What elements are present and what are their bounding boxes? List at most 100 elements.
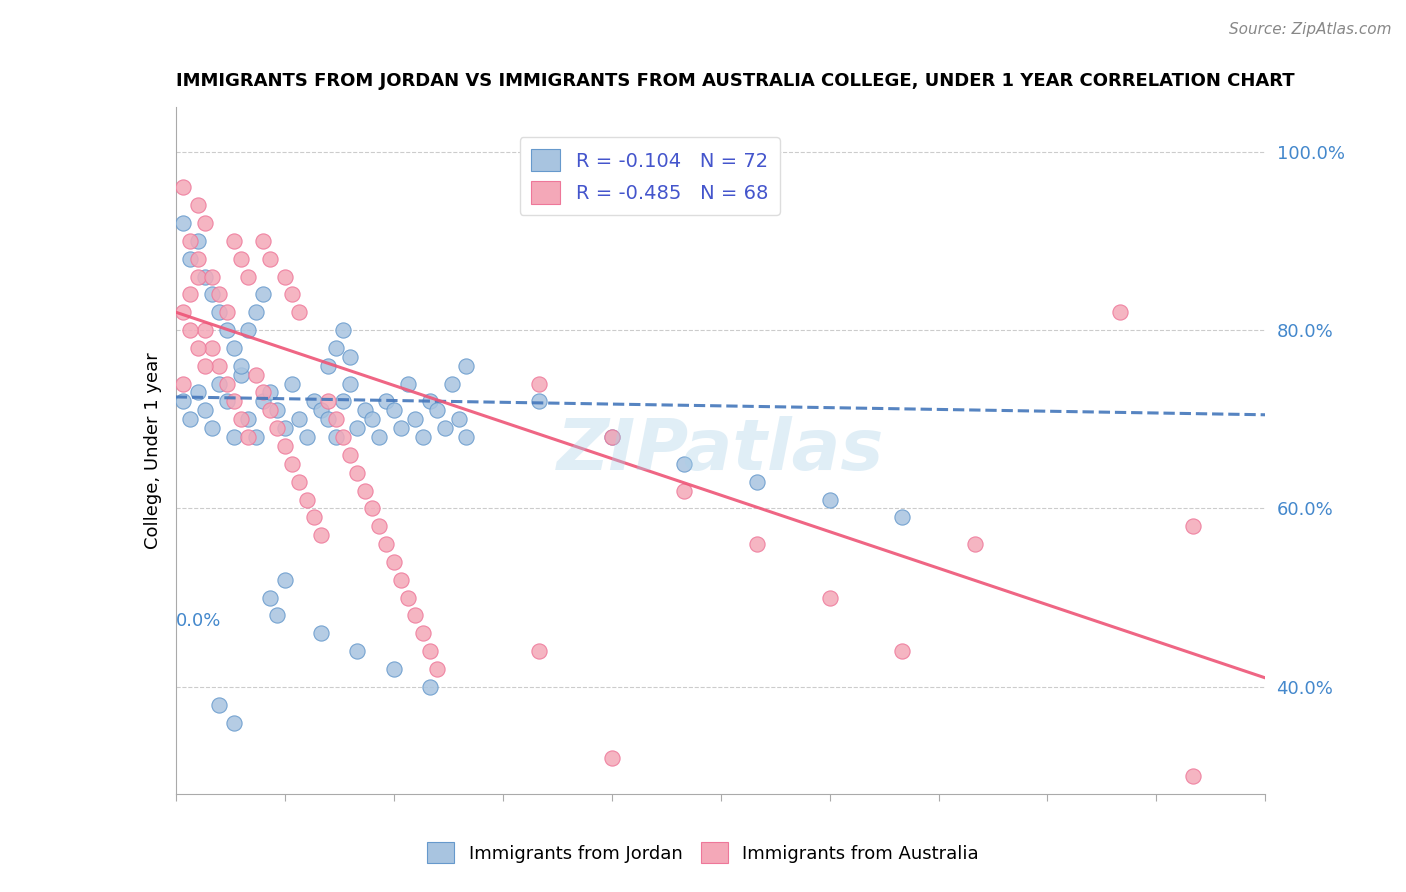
- Point: [891, 644, 914, 658]
- Point: [215, 305, 238, 319]
- Point: [281, 287, 304, 301]
- Point: [382, 403, 405, 417]
- Point: [222, 394, 245, 409]
- Point: [346, 466, 368, 480]
- Point: [274, 269, 297, 284]
- Point: [456, 359, 478, 373]
- Point: [238, 430, 260, 444]
- Point: [375, 537, 398, 551]
- Point: [339, 350, 361, 364]
- Text: IMMIGRANTS FROM JORDAN VS IMMIGRANTS FROM AUSTRALIA COLLEGE, UNDER 1 YEAR CORREL: IMMIGRANTS FROM JORDAN VS IMMIGRANTS FRO…: [176, 72, 1295, 90]
- Point: [208, 698, 231, 712]
- Point: [194, 216, 217, 230]
- Point: [405, 412, 427, 426]
- Point: [186, 198, 209, 212]
- Point: [382, 555, 405, 569]
- Point: [194, 403, 217, 417]
- Point: [274, 573, 297, 587]
- Point: [259, 252, 281, 266]
- Point: [419, 644, 441, 658]
- Point: [368, 519, 391, 533]
- Point: [1181, 769, 1204, 783]
- Point: [274, 439, 297, 453]
- Point: [440, 376, 463, 391]
- Point: [389, 421, 412, 435]
- Point: [179, 234, 201, 248]
- Point: [339, 376, 361, 391]
- Point: [325, 430, 347, 444]
- Point: [346, 421, 368, 435]
- Point: [818, 492, 841, 507]
- Point: [252, 385, 274, 400]
- Point: [389, 573, 412, 587]
- Point: [288, 305, 311, 319]
- Point: [405, 608, 427, 623]
- Point: [375, 394, 398, 409]
- Point: [302, 510, 325, 524]
- Point: [433, 421, 456, 435]
- Point: [600, 430, 623, 444]
- Point: [332, 323, 354, 337]
- Point: [426, 403, 449, 417]
- Point: [288, 475, 311, 489]
- Point: [231, 359, 253, 373]
- Point: [215, 323, 238, 337]
- Point: [172, 394, 194, 409]
- Point: [353, 403, 375, 417]
- Point: [266, 421, 288, 435]
- Point: [186, 252, 209, 266]
- Point: [208, 376, 231, 391]
- Point: [215, 376, 238, 391]
- Point: [238, 412, 260, 426]
- Point: [1181, 519, 1204, 533]
- Point: [309, 403, 332, 417]
- Point: [201, 269, 224, 284]
- Point: [412, 430, 434, 444]
- Point: [231, 368, 253, 382]
- Point: [222, 234, 245, 248]
- Point: [245, 368, 267, 382]
- Point: [179, 287, 201, 301]
- Point: [318, 359, 340, 373]
- Point: [266, 608, 288, 623]
- Point: [245, 305, 267, 319]
- Point: [309, 528, 332, 542]
- Point: [302, 394, 325, 409]
- Point: [360, 501, 382, 516]
- Point: [194, 359, 217, 373]
- Point: [208, 305, 231, 319]
- Point: [339, 448, 361, 462]
- Point: [252, 394, 274, 409]
- Point: [259, 403, 281, 417]
- Point: [456, 430, 478, 444]
- Point: [382, 662, 405, 676]
- Point: [360, 412, 382, 426]
- Point: [222, 430, 245, 444]
- Text: ZIPatlas: ZIPatlas: [557, 416, 884, 485]
- Point: [201, 287, 224, 301]
- Point: [194, 269, 217, 284]
- Point: [222, 715, 245, 730]
- Point: [172, 376, 194, 391]
- Point: [818, 591, 841, 605]
- Point: [332, 394, 354, 409]
- Point: [288, 412, 311, 426]
- Point: [419, 680, 441, 694]
- Point: [215, 394, 238, 409]
- Point: [208, 359, 231, 373]
- Point: [201, 421, 224, 435]
- Point: [318, 412, 340, 426]
- Point: [231, 252, 253, 266]
- Point: [252, 234, 274, 248]
- Point: [231, 412, 253, 426]
- Point: [963, 537, 986, 551]
- Point: [295, 430, 318, 444]
- Point: [891, 510, 914, 524]
- Point: [295, 492, 318, 507]
- Point: [238, 323, 260, 337]
- Point: [396, 376, 419, 391]
- Point: [252, 287, 274, 301]
- Point: [745, 537, 768, 551]
- Point: [281, 376, 304, 391]
- Point: [396, 591, 419, 605]
